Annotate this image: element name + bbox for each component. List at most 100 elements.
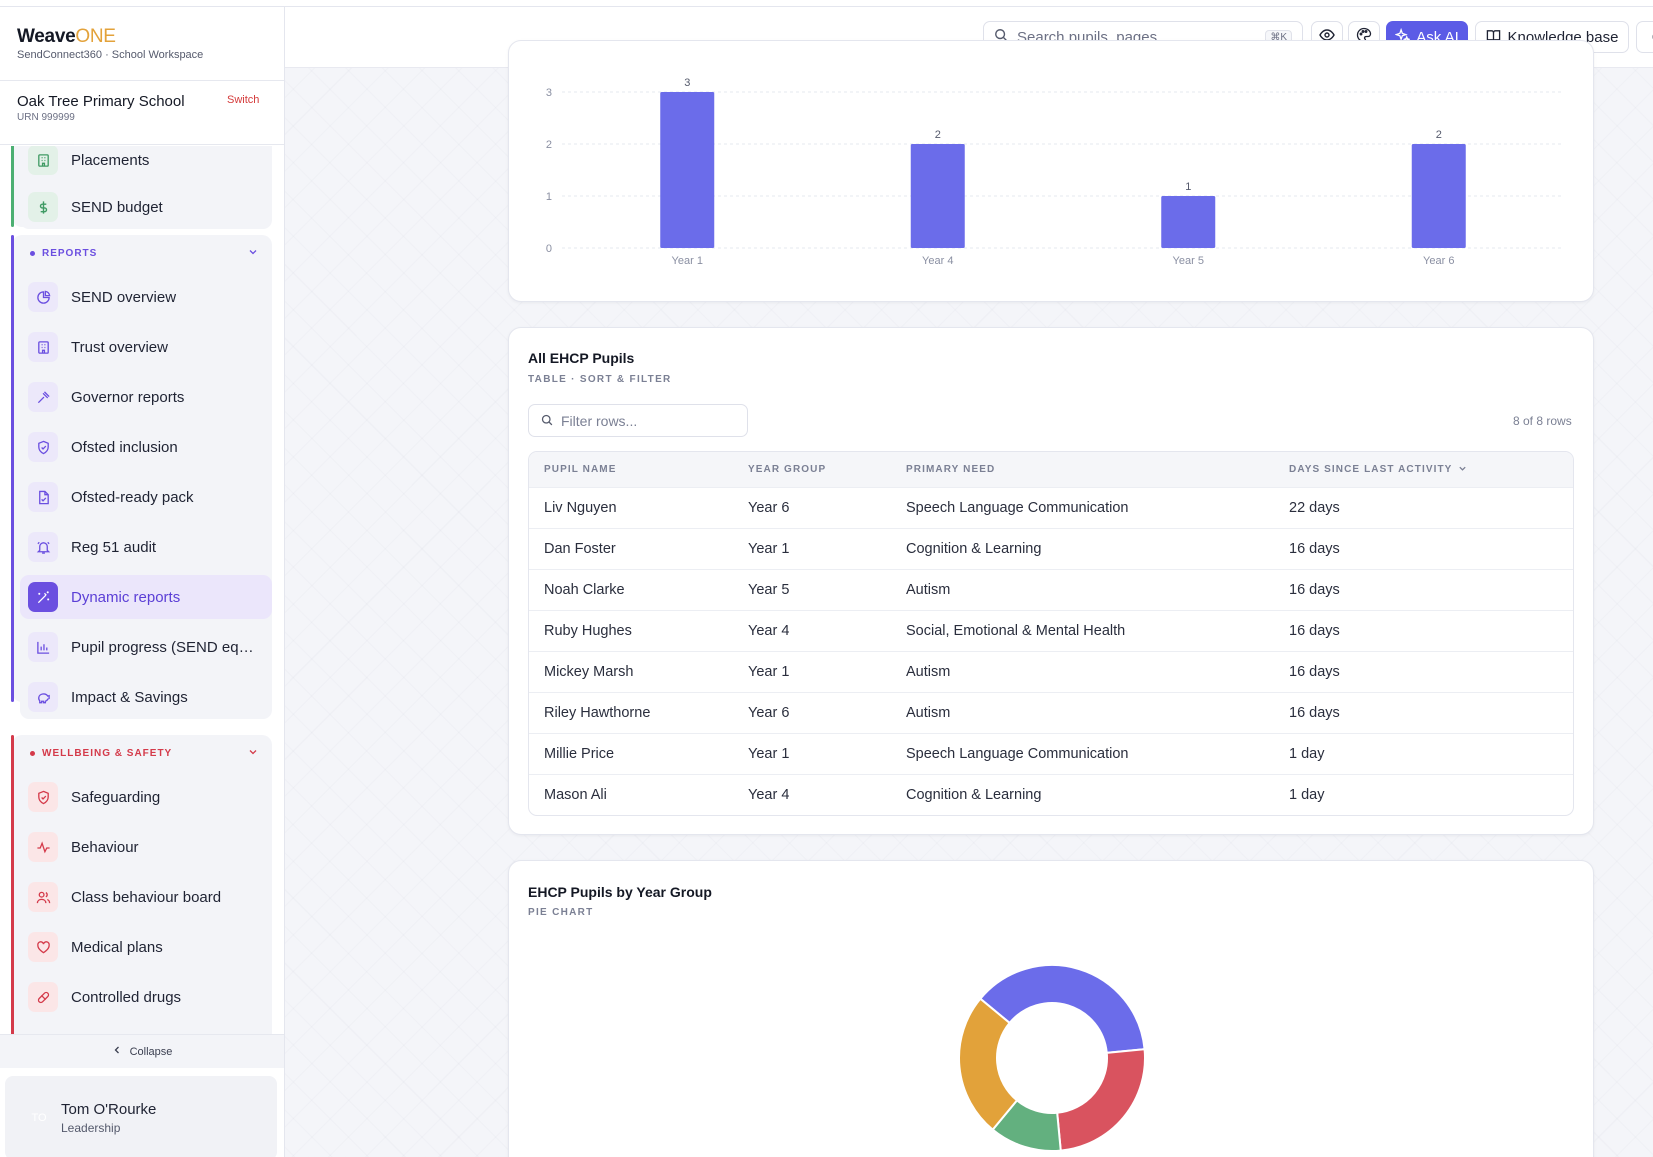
cell-pupil-name: Ruby Hughes <box>544 623 632 639</box>
table-row[interactable]: Dan Foster Year 1 Cognition & Learning 16 d… <box>529 528 1573 569</box>
x-tick-label: Year 4 <box>922 255 953 267</box>
help-button[interactable] <box>1636 21 1653 53</box>
table-row[interactable]: Mason Ali Year 4 Cognition & Learning 1 day <box>529 774 1573 815</box>
cell-year-group: Year 6 <box>748 705 790 721</box>
avatar: TO <box>21 1100 57 1136</box>
chevron-down-icon <box>248 747 258 760</box>
sidebar-nav[interactable]: Placements SEND budget REPORTS SEND over… <box>0 146 284 1034</box>
y-tick-label: 2 <box>546 139 552 151</box>
table-row[interactable]: Mickey Marsh Year 1 Autism 16 days <box>529 651 1573 692</box>
card-title: EHCP Pupils by Year Group <box>528 884 712 900</box>
cell-days-since-activity: 1 day <box>1289 787 1325 803</box>
brand-logo[interactable]: WeaveONE <box>17 26 116 47</box>
bar-value-label: 3 <box>684 77 690 89</box>
sidebar-item-send-overview[interactable]: SEND overview <box>20 275 272 319</box>
ehcp-pie-chart <box>958 964 1146 1152</box>
sidebar-item-label: SEND overview <box>71 288 177 306</box>
sidebar-item-ofsted-ready-pack[interactable]: Ofsted-ready pack <box>20 475 272 519</box>
table-body: Liv Nguyen Year 6 Speech Language Communic… <box>529 487 1573 815</box>
column-header-year-group[interactable]: YEAR GROUP <box>748 464 827 475</box>
bar[interactable] <box>1411 144 1466 248</box>
table-row[interactable]: Liv Nguyen Year 6 Speech Language Communic… <box>529 487 1573 528</box>
column-header-pupil-name[interactable]: PUPIL NAME <box>544 464 617 475</box>
sidebar-item-impact-savings[interactable]: Impact & Savings <box>20 675 272 719</box>
cell-year-group: Year 1 <box>748 541 790 557</box>
cell-pupil-name: Noah Clarke <box>544 582 625 598</box>
user-card[interactable]: TO Tom O'Rourke Leadership <box>5 1076 277 1157</box>
dollar-icon <box>28 192 58 222</box>
sidebar-item-dynamic-reports[interactable]: Dynamic reports <box>20 575 272 619</box>
bar[interactable] <box>660 92 715 248</box>
sidebar-item-label: Governor reports <box>71 388 185 406</box>
user-name: Tom O'Rourke <box>61 1101 157 1118</box>
x-tick-label: Year 1 <box>672 255 703 267</box>
sidebar-item-behaviour[interactable]: Behaviour <box>20 825 272 869</box>
y-tick-label: 1 <box>546 191 552 203</box>
piggy-bank-icon <box>28 682 58 712</box>
sidebar-item-label: Trust overview <box>71 338 168 356</box>
cell-primary-need: Social, Emotional & Mental Health <box>906 623 1126 639</box>
sidebar-item-ofsted-inclusion[interactable]: Ofsted inclusion <box>20 425 272 469</box>
activity-icon <box>28 832 58 862</box>
sidebar-item-label: Impact & Savings <box>71 688 188 706</box>
column-header-days-since-activity[interactable]: DAYS SINCE LAST ACTIVITY <box>1289 452 1467 487</box>
sidebar-item-label: Safeguarding <box>71 788 161 806</box>
school-name: Oak Tree Primary School <box>17 93 185 110</box>
sidebar-item-label: Ofsted inclusion <box>71 438 178 456</box>
sidebar-item-label: SEND budget <box>71 198 163 216</box>
bar[interactable] <box>910 144 965 248</box>
bar-value-label: 1 <box>1185 181 1191 193</box>
table-row[interactable]: Noah Clarke Year 5 Autism 16 days <box>529 569 1573 610</box>
cell-pupil-name: Liv Nguyen <box>544 500 617 516</box>
sidebar-item-trust-overview[interactable]: Trust overview <box>20 325 272 369</box>
wellbeing-group-header[interactable]: WELLBEING & SAFETY <box>30 743 257 763</box>
pie-slice[interactable] <box>978 964 1146 1054</box>
sidebar-item-medical-plans[interactable]: Medical plans <box>20 925 272 969</box>
building-icon <box>28 332 58 362</box>
cell-days-since-activity: 16 days <box>1289 541 1340 557</box>
pie-slice[interactable] <box>958 997 1019 1132</box>
users-icon <box>28 882 58 912</box>
shield-icon <box>28 432 58 462</box>
pie-slice[interactable] <box>1056 1048 1146 1152</box>
search-icon <box>994 28 1008 47</box>
sidebar-item-controlled-drugs[interactable]: Controlled drugs <box>20 975 272 1019</box>
pill-icon <box>28 982 58 1012</box>
table-row[interactable]: Ruby Hughes Year 4 Social, Emotional & Men… <box>529 610 1573 651</box>
cell-primary-need: Cognition & Learning <box>906 541 1042 557</box>
x-tick-label: Year 5 <box>1173 255 1204 267</box>
sidebar-item-label: Medical plans <box>71 938 163 956</box>
sidebar-item-placements[interactable]: Placements <box>20 146 272 182</box>
cell-primary-need: Speech Language Communication <box>906 500 1129 516</box>
sidebar-item-governor-reports[interactable]: Governor reports <box>20 375 272 419</box>
collapse-sidebar-button[interactable]: Collapse <box>0 1034 284 1068</box>
cell-pupil-name: Dan Foster <box>544 541 616 557</box>
sidebar-item-safeguarding[interactable]: Safeguarding <box>20 775 272 819</box>
y-tick-label: 0 <box>546 243 552 255</box>
sidebar-item-class-behaviour-board[interactable]: Class behaviour board <box>20 875 272 919</box>
row-count: 8 of 8 rows <box>1513 414 1572 428</box>
table-row[interactable]: Riley Hawthorne Year 6 Autism 16 days <box>529 692 1573 733</box>
sidebar-item-reg-51-audit[interactable]: Reg 51 audit <box>20 525 272 569</box>
column-header-primary-need[interactable]: PRIMARY NEED <box>906 464 996 475</box>
sidebar-item-pupil-progress[interactable]: Pupil progress (SEND equit... <box>20 625 272 669</box>
sidebar-item-label: Behaviour <box>71 838 139 856</box>
bar-value-label: 2 <box>935 129 941 141</box>
table-row[interactable]: Millie Price Year 1 Speech Language Commun… <box>529 733 1573 774</box>
column-header-label: DAYS SINCE LAST ACTIVITY <box>1289 464 1453 475</box>
filter-rows-input[interactable]: Filter rows... <box>528 404 748 437</box>
bar-chart-icon <box>28 632 58 662</box>
bar[interactable] <box>1161 196 1216 248</box>
cell-primary-need: Autism <box>906 582 951 598</box>
help-icon <box>1637 34 1653 56</box>
shield-icon <box>28 782 58 812</box>
switch-school-link[interactable]: Switch <box>227 94 260 106</box>
sidebar-item-send-budget[interactable]: SEND budget <box>20 185 272 229</box>
school-urn: URN 999999 <box>17 112 75 123</box>
chevron-left-icon <box>112 1045 122 1058</box>
y-tick-label: 3 <box>546 87 552 99</box>
reports-group-header[interactable]: REPORTS <box>30 243 257 263</box>
cell-days-since-activity: 16 days <box>1289 582 1340 598</box>
bar-chart-card: 0 1 2 3 3 Year 1 2 Year 4 1 Year 5 2 Year 6 <box>508 40 1594 302</box>
card-subtitle: TABLE · SORT & FILTER <box>528 374 672 385</box>
